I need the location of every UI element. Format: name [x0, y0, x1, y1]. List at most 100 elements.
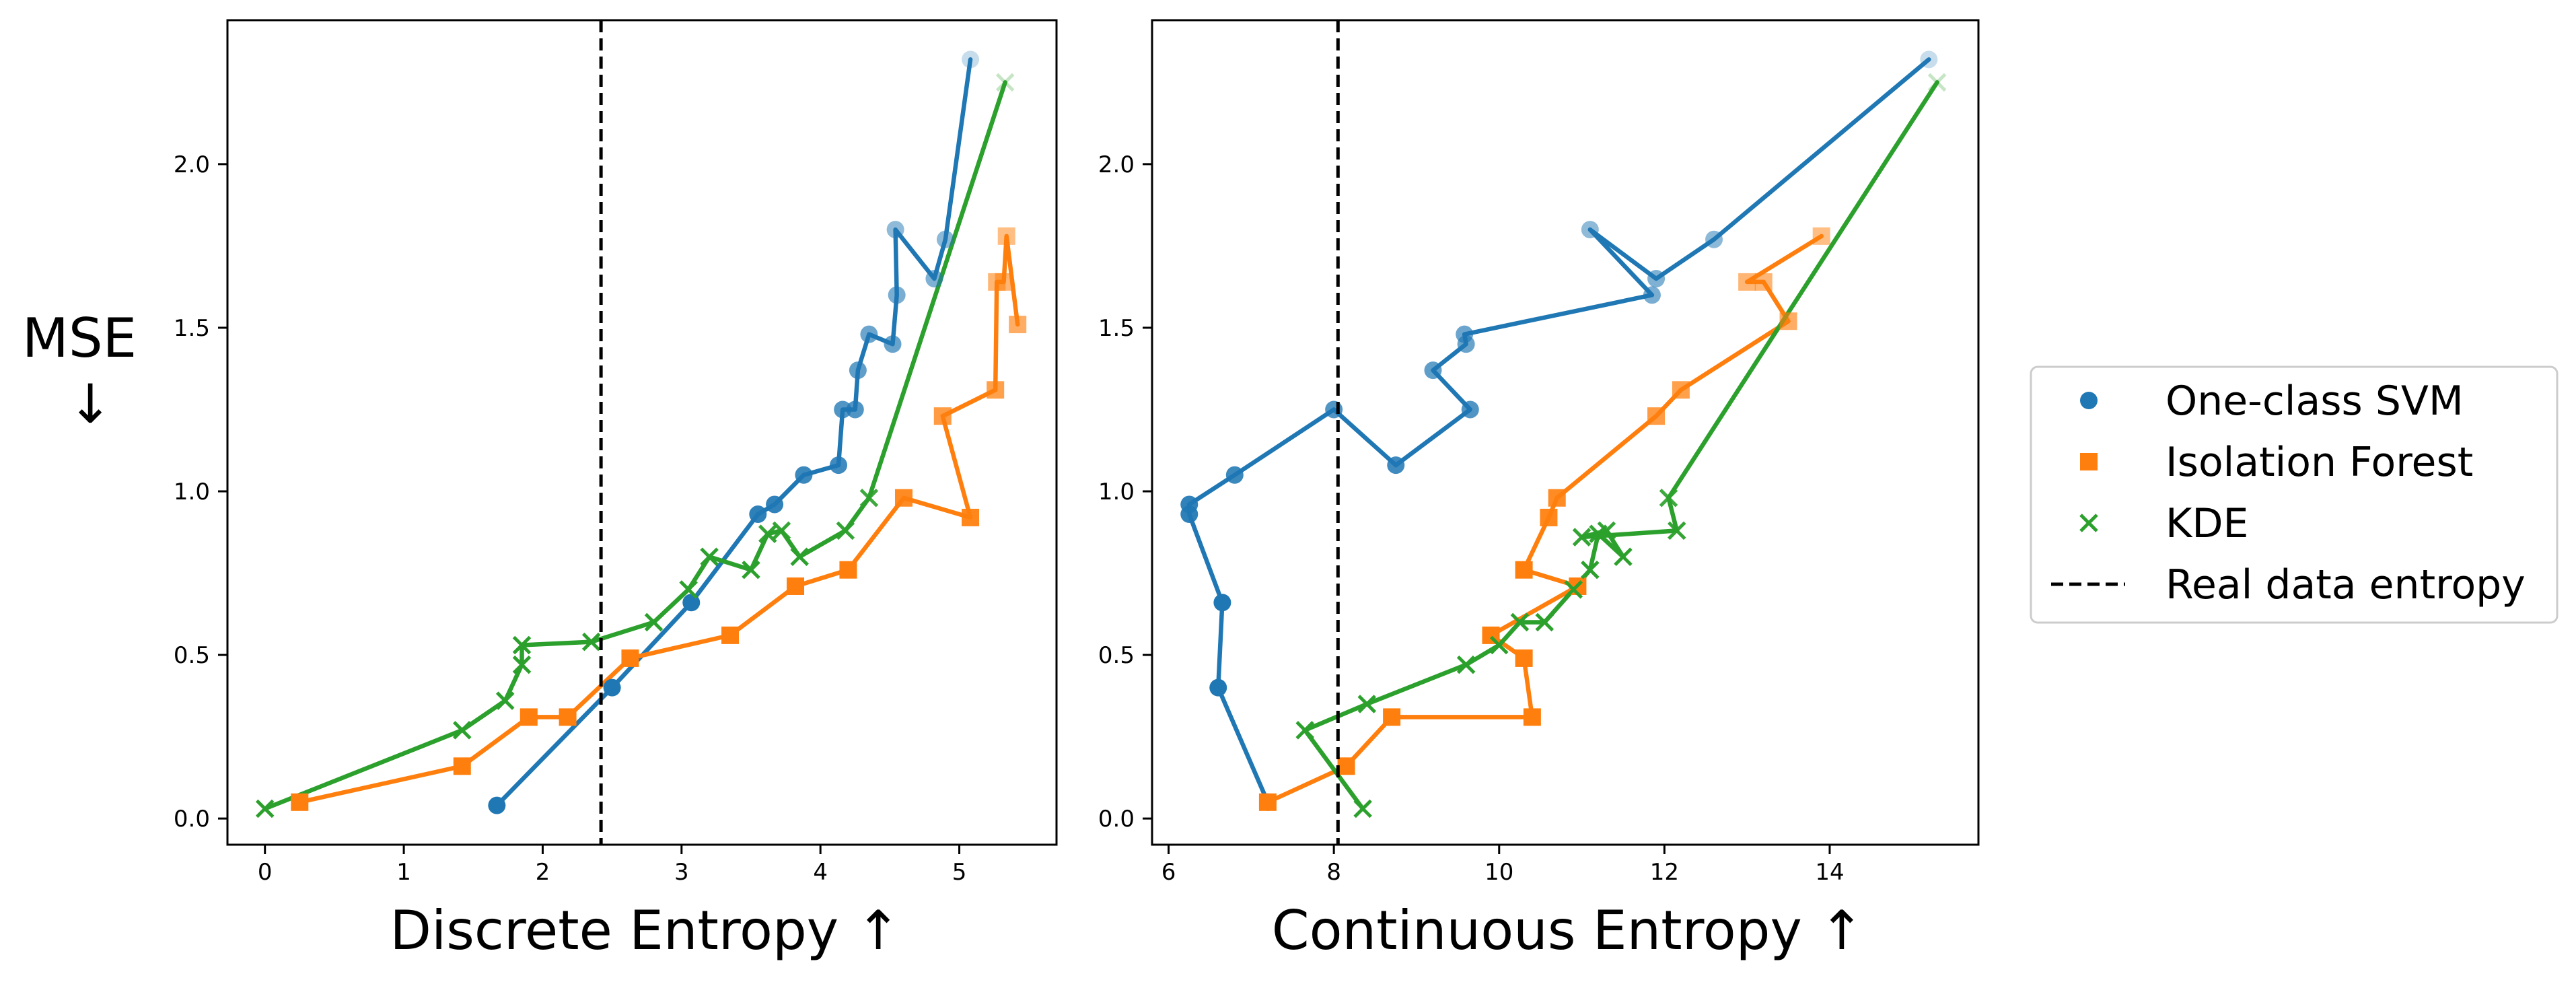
data-point-isolation-forest: [987, 381, 1005, 399]
y-axis-arrow: ↓: [67, 373, 112, 435]
data-point-kde: [1295, 721, 1314, 740]
data-point-isolation-forest: [520, 708, 538, 726]
data-point-one-class-svm: [962, 50, 980, 69]
x-tick-label: 14: [1815, 859, 1844, 886]
y-tick-label: 1.5: [174, 315, 210, 342]
x-tick-label: 1: [396, 859, 411, 886]
data-point-one-class-svm: [1705, 230, 1723, 248]
data-point-kde: [452, 721, 472, 740]
y-tick-label: 1.5: [1098, 315, 1135, 342]
legend-label: One-class SVM: [2166, 378, 2464, 425]
data-point-isolation-forest: [1548, 489, 1566, 507]
data-point-isolation-forest: [621, 649, 639, 667]
data-point-kde: [1535, 612, 1554, 632]
plot-frame: [1151, 19, 1980, 846]
data-point-kde: [1597, 521, 1616, 540]
data-point-isolation-forest: [1515, 649, 1533, 667]
data-point-kde: [644, 612, 664, 632]
data-point-isolation-forest: [1779, 312, 1797, 330]
y-axis-title: MSE: [22, 307, 137, 370]
data-point-one-class-svm: [1387, 456, 1405, 475]
y-tick-label: 2.0: [1098, 151, 1135, 178]
data-point-isolation-forest: [1738, 273, 1756, 291]
data-point-isolation-forest: [1337, 757, 1355, 775]
x-tick-label: 6: [1161, 859, 1176, 886]
continuous-entropy-plot: 6 8 10 12 14 0.0 0.5 1.0 1.5 2.0: [1098, 19, 1980, 886]
data-point-kde: [255, 799, 275, 818]
data-point-isolation-forest: [1812, 227, 1830, 245]
data-point-isolation-forest: [995, 273, 1013, 291]
data-point-isolation-forest: [933, 407, 952, 425]
x-axis-title-continuous: Continuous Entropy ↑: [1272, 899, 1865, 962]
data-point-kde: [512, 655, 532, 674]
x-axis-title-discrete: Discrete Entropy ↑: [390, 899, 900, 962]
data-point-one-class-svm: [830, 456, 848, 475]
data-point-one-class-svm: [834, 400, 852, 419]
data-point-one-class-svm: [1581, 221, 1599, 239]
x-tick-label: 5: [952, 859, 967, 886]
data-point-one-class-svm: [1643, 286, 1661, 304]
data-point-one-class-svm: [884, 335, 902, 353]
data-point-one-class-svm: [1325, 400, 1343, 419]
data-point-kde: [1456, 655, 1476, 674]
y-tick-label: 0.5: [174, 642, 210, 669]
series-line-kde: [262, 80, 1007, 811]
data-point-kde: [1581, 560, 1600, 580]
x-tick-label: 3: [674, 859, 689, 886]
data-point-kde: [1353, 799, 1372, 818]
data-point-one-class-svm: [1920, 50, 1938, 69]
data-point-isolation-forest: [1647, 407, 1666, 425]
data-point-kde: [700, 547, 719, 566]
data-point-kde: [512, 635, 532, 655]
data-point-one-class-svm: [766, 495, 784, 514]
data-point-one-class-svm: [603, 678, 621, 697]
data-point-kde: [1572, 528, 1591, 547]
data-point-isolation-forest: [894, 489, 913, 507]
legend-marker: [2080, 392, 2098, 409]
data-point-one-class-svm: [1456, 325, 1474, 343]
data-point-one-class-svm: [860, 325, 878, 343]
legend-label: KDE: [2166, 500, 2248, 547]
data-point-kde: [1564, 580, 1583, 599]
data-point-isolation-forest: [839, 561, 857, 579]
legend-marker: [2080, 453, 2098, 470]
series-line-one-class-svm: [1187, 57, 1931, 805]
data-point-kde: [679, 580, 698, 599]
data-point-one-class-svm: [936, 230, 954, 248]
data-point-isolation-forest: [787, 577, 805, 595]
legend-box: [2030, 365, 2559, 624]
data-point-isolation-forest: [291, 793, 309, 811]
series-line-isolation-forest: [1265, 234, 1824, 805]
data-point-one-class-svm: [1209, 678, 1227, 697]
y-tick-label: 1.0: [174, 479, 210, 505]
data-point-one-class-svm: [846, 400, 864, 419]
legend-label: Real data entropy: [2166, 561, 2526, 608]
x-tick-label: 2: [536, 859, 550, 886]
data-point-one-class-svm: [795, 466, 813, 484]
data-point-isolation-forest: [1540, 508, 1558, 526]
data-point-isolation-forest: [559, 708, 577, 726]
data-point-isolation-forest: [1672, 381, 1690, 399]
x-tick-label: 10: [1484, 859, 1513, 886]
data-point-kde: [1927, 73, 1947, 92]
data-point-kde: [1357, 695, 1377, 713]
data-point-isolation-forest: [1523, 708, 1541, 726]
data-point-one-class-svm: [488, 796, 506, 814]
data-point-one-class-svm: [749, 505, 767, 524]
data-point-isolation-forest: [1754, 273, 1773, 291]
y-tick-label: 1.0: [1098, 479, 1135, 505]
x-tick-label: 4: [813, 859, 828, 886]
data-point-kde: [836, 521, 855, 540]
data-point-one-class-svm: [849, 361, 867, 380]
data-point-kde: [1510, 612, 1530, 632]
data-point-isolation-forest: [453, 757, 471, 775]
data-point-kde: [1614, 547, 1633, 566]
legend-marker: [2079, 514, 2098, 532]
series-line-isolation-forest: [297, 234, 1020, 805]
data-point-kde: [742, 560, 760, 580]
data-point-kde: [790, 547, 809, 566]
data-point-one-class-svm: [1213, 594, 1231, 612]
legend-label: Isolation Forest: [2166, 439, 2473, 486]
x-tick-label: 12: [1650, 859, 1679, 886]
